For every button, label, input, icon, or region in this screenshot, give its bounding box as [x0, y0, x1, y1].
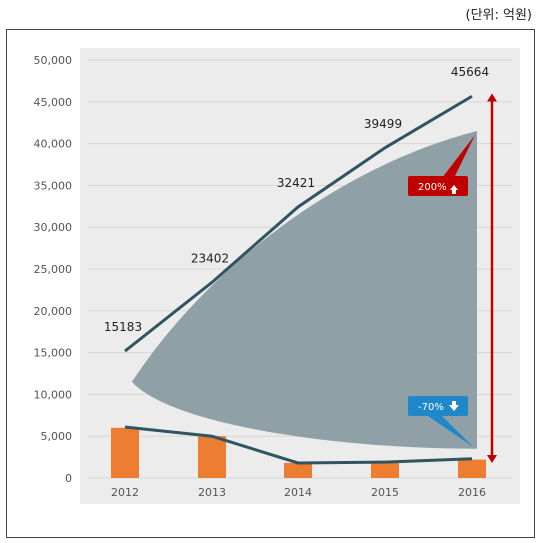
series-line-upper [124, 94, 473, 353]
callouts: 200% -70% [408, 135, 475, 447]
callout-label: -70% [418, 402, 444, 413]
data-label: 15183 [104, 320, 142, 334]
y-tick-label: 45,000 [34, 96, 73, 109]
growth-area [132, 131, 477, 449]
bars [111, 427, 486, 478]
bar [371, 461, 399, 478]
series-line-lower [124, 425, 473, 465]
x-tick-label: 2016 [458, 486, 486, 499]
y-tick-label: 35,000 [34, 179, 73, 192]
x-tick-label: 2012 [111, 486, 139, 499]
x-tick-label: 2014 [284, 486, 312, 499]
y-tick-label: 40,000 [34, 138, 73, 151]
x-tick-label: 2013 [198, 486, 226, 499]
x-tick-label: 2015 [371, 486, 399, 499]
arrow-up-icon [450, 185, 458, 194]
y-tick-label: 5,000 [41, 430, 73, 443]
bar [111, 427, 139, 478]
y-axis-ticks: 0 5,000 10,000 15,000 20,000 25,000 30,000 35,0… [34, 54, 73, 485]
callout-pointer [442, 135, 475, 178]
bar [284, 462, 312, 478]
arrow-down-icon [449, 401, 459, 411]
y-tick-label: 15,000 [34, 347, 73, 360]
y-tick-label: 25,000 [34, 263, 73, 276]
unit-label: (단위: 억원) [465, 8, 533, 23]
data-label: 45664 [451, 65, 489, 79]
callout-label: 200% [418, 182, 447, 193]
range-arrow [487, 93, 497, 463]
data-label: 39499 [364, 117, 402, 131]
x-axis-ticks: 2012 2013 2014 2015 2016 [111, 486, 486, 499]
y-tick-label: 20,000 [34, 305, 73, 318]
data-label: 32421 [277, 176, 315, 190]
y-tick-label: 10,000 [34, 388, 73, 401]
bar [198, 436, 226, 478]
y-tick-label: 0 [65, 472, 72, 485]
bar [458, 459, 486, 478]
data-labels: 15183 23402 32421 39499 45664 [104, 65, 489, 334]
y-tick-label: 50,000 [34, 54, 73, 67]
data-label: 23402 [191, 251, 229, 265]
y-tick-label: 30,000 [34, 221, 73, 234]
callout-pointer [425, 414, 473, 447]
range-arrow-head-up [487, 93, 497, 102]
range-arrow-head-down [487, 454, 497, 463]
